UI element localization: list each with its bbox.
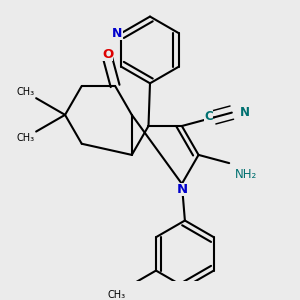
- Text: C: C: [204, 110, 213, 123]
- Text: O: O: [102, 47, 113, 61]
- Text: CH₃: CH₃: [107, 290, 126, 300]
- Text: N: N: [239, 106, 249, 118]
- Text: CH₃: CH₃: [16, 133, 34, 143]
- Text: CH₃: CH₃: [16, 87, 34, 97]
- Text: N: N: [112, 27, 123, 40]
- Text: NH₂: NH₂: [235, 168, 257, 181]
- Text: N: N: [176, 183, 188, 196]
